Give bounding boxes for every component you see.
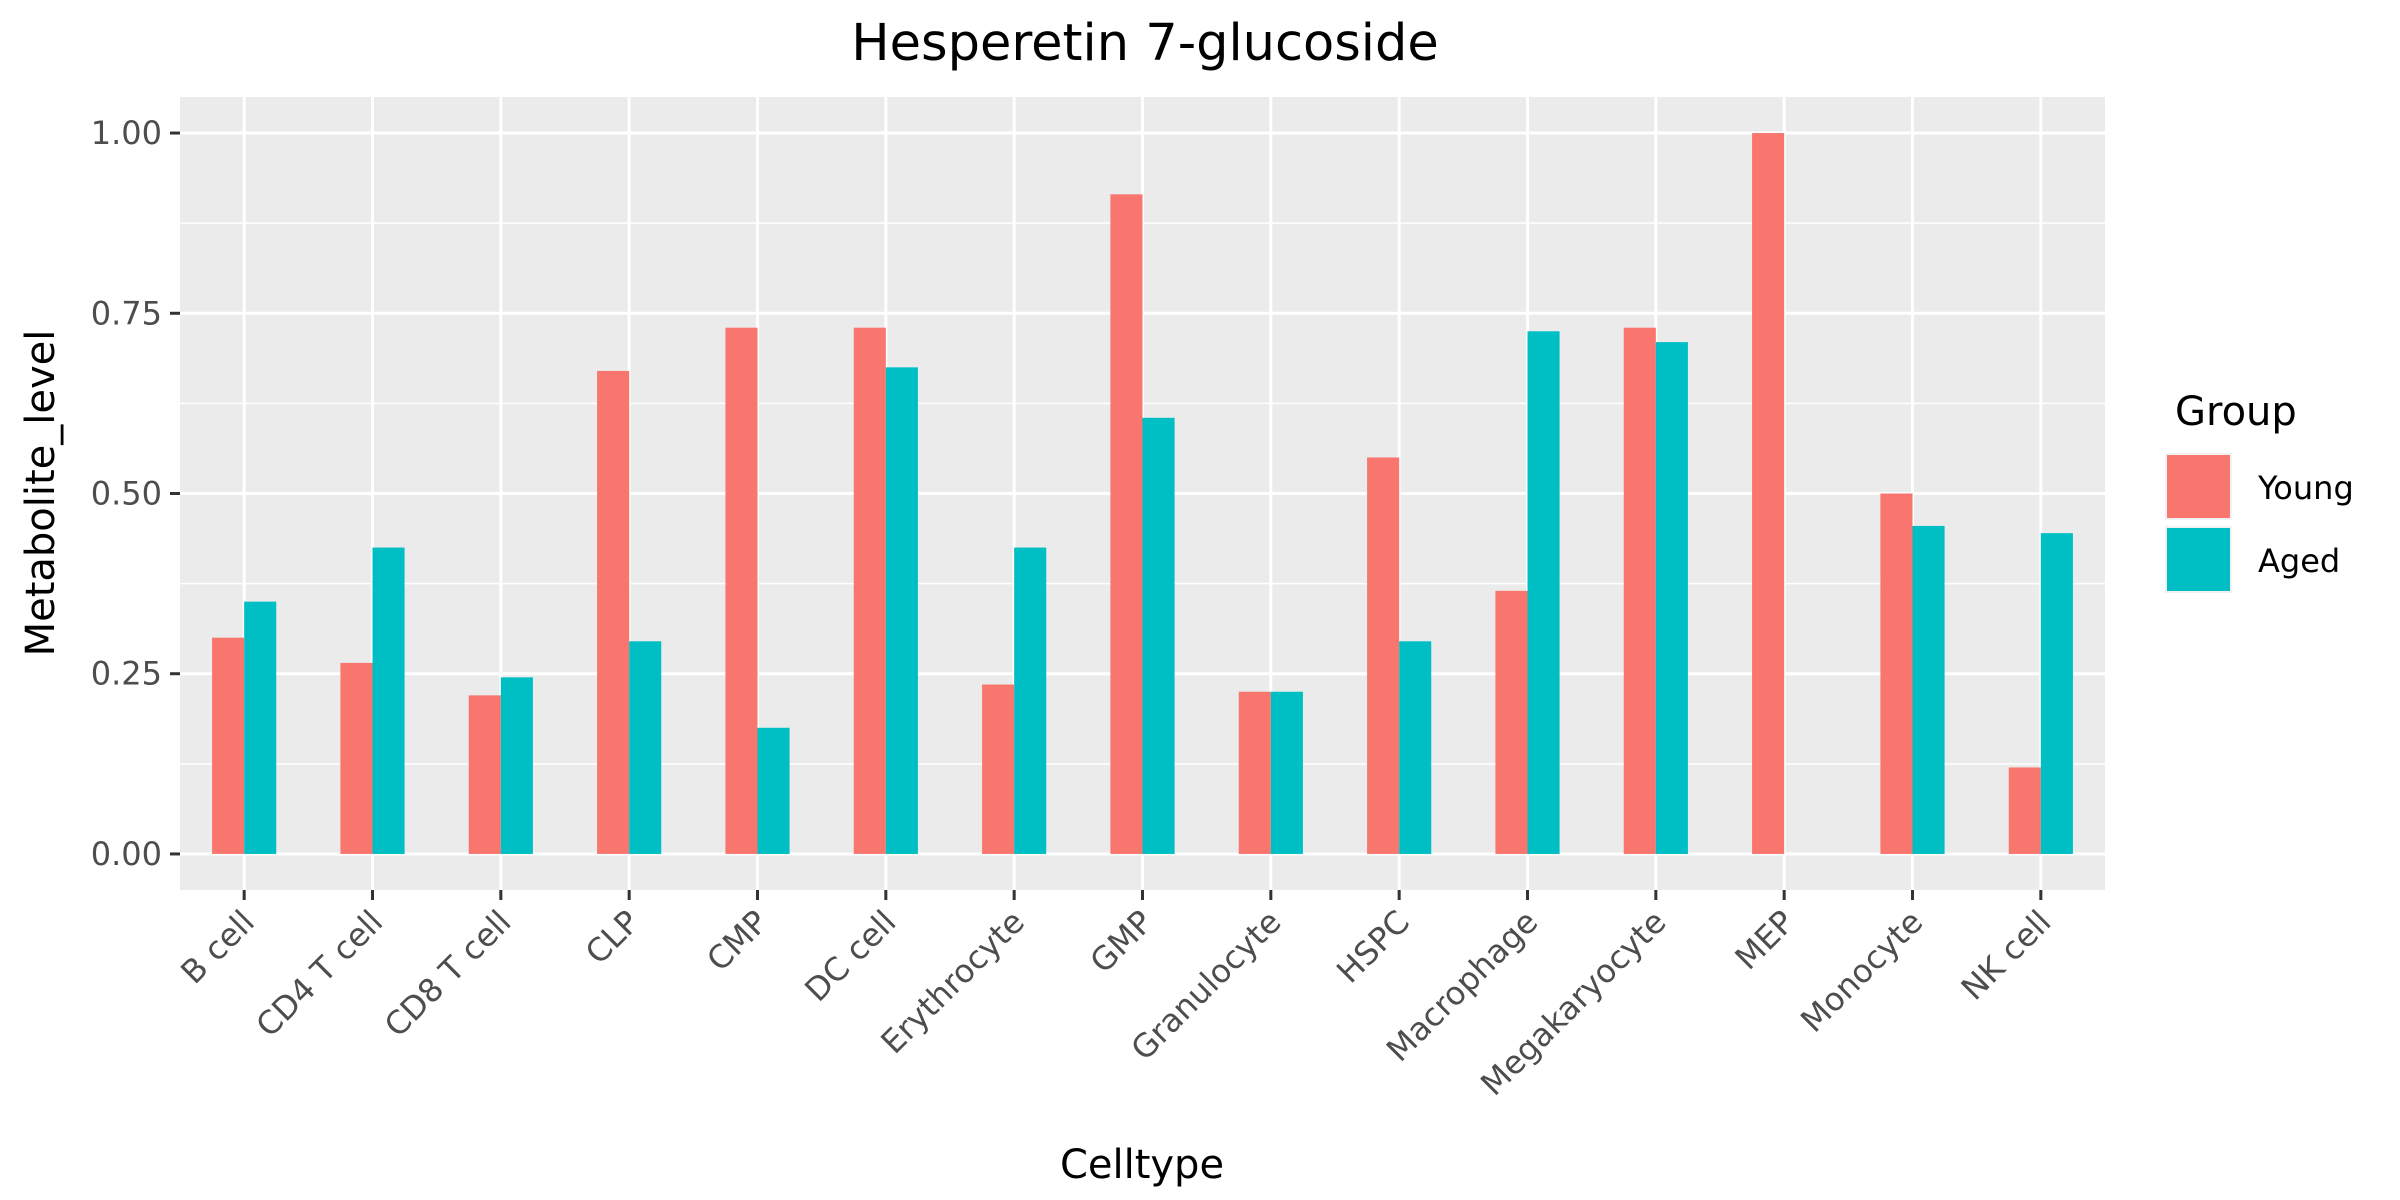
bar-aged-b-cell bbox=[244, 601, 277, 854]
bar-young-erythrocyte bbox=[982, 684, 1015, 854]
bars-layer bbox=[212, 133, 2073, 854]
x-tick-label: GMP bbox=[1083, 903, 1161, 981]
bar-young-mep bbox=[1752, 133, 1785, 854]
bar-aged-hspc bbox=[1399, 641, 1432, 854]
bar-young-granulocyte bbox=[1238, 691, 1271, 854]
y-tick-label: 0.50 bbox=[91, 475, 162, 513]
y-axis-title: Metabolite_level bbox=[18, 330, 64, 657]
bar-aged-erythrocyte bbox=[1014, 547, 1047, 854]
bar-young-cmp bbox=[725, 327, 758, 854]
x-tick-label: CLP bbox=[578, 903, 647, 972]
bar-young-monocyte bbox=[1880, 493, 1913, 854]
bar-aged-clp bbox=[629, 641, 662, 854]
bar-aged-dc-cell bbox=[885, 367, 918, 854]
bar-aged-cmp bbox=[757, 727, 790, 854]
x-tick-label: CD4 T cell bbox=[249, 903, 391, 1045]
x-tick-label: NK cell bbox=[1954, 903, 2059, 1008]
y-tick-label: 1.00 bbox=[91, 114, 162, 152]
legend-title: Group bbox=[2175, 389, 2297, 435]
x-tick-label: MEP bbox=[1727, 903, 1801, 977]
bar-young-gmp bbox=[1110, 194, 1143, 854]
bar-aged-granulocyte bbox=[1270, 691, 1303, 854]
legend: Group Young Aged bbox=[2165, 389, 2354, 593]
bar-young-cd4-t-cell bbox=[340, 662, 373, 854]
y-axis: 0.00 0.25 0.50 0.75 1.00 bbox=[91, 114, 180, 873]
x-tick-label: Monocyte bbox=[1793, 903, 1930, 1040]
y-tick-label: 0.75 bbox=[91, 294, 162, 332]
x-tick-label: B cell bbox=[173, 903, 262, 992]
x-tick-label: HSPC bbox=[1329, 903, 1417, 991]
bar-aged-macrophage bbox=[1527, 331, 1560, 854]
chart-title: Hesperetin 7-glucoside bbox=[851, 14, 1438, 73]
y-tick-label: 0.25 bbox=[91, 655, 162, 693]
bar-young-hspc bbox=[1367, 457, 1400, 854]
bar-aged-cd8-t-cell bbox=[500, 677, 533, 854]
y-tick-label: 0.00 bbox=[91, 835, 162, 873]
x-axis-title: Celltype bbox=[1060, 1142, 1224, 1188]
bar-aged-cd4-t-cell bbox=[372, 547, 405, 854]
bar-aged-gmp bbox=[1142, 417, 1175, 854]
bar-aged-monocyte bbox=[1912, 525, 1945, 854]
bar-young-b-cell bbox=[212, 637, 245, 854]
bar-young-nk-cell bbox=[2008, 767, 2041, 854]
x-tick-label: CD8 T cell bbox=[377, 903, 519, 1045]
legend-swatch-aged bbox=[2167, 528, 2230, 591]
x-tick-label: CMP bbox=[699, 903, 775, 979]
bar-young-megakaryocyte bbox=[1623, 327, 1656, 854]
bar-aged-nk-cell bbox=[2040, 533, 2073, 854]
legend-swatch-young bbox=[2167, 455, 2230, 518]
legend-label-young: Young bbox=[2257, 469, 2354, 507]
x-tick-label: DC cell bbox=[797, 903, 903, 1009]
bar-young-macrophage bbox=[1495, 590, 1528, 854]
bar-young-cd8-t-cell bbox=[468, 695, 501, 854]
bar-young-clp bbox=[597, 370, 630, 854]
bar-aged-megakaryocyte bbox=[1655, 342, 1688, 854]
legend-label-aged: Aged bbox=[2258, 542, 2340, 580]
bar-young-dc-cell bbox=[853, 327, 886, 854]
